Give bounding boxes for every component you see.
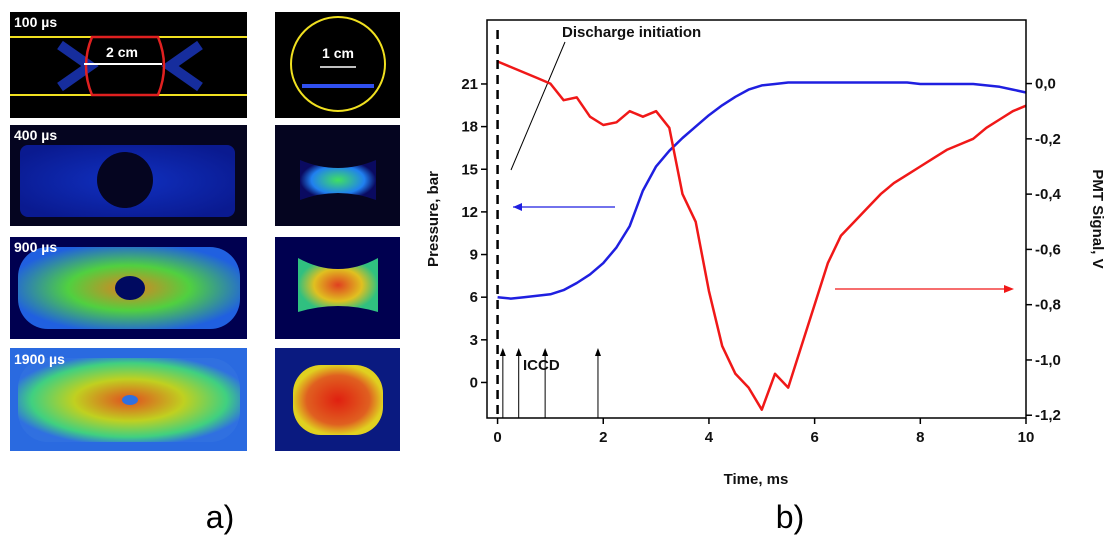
scale-label: 2 cm [106,44,138,60]
y2-tick-label: -0,6 [1035,241,1061,258]
image-label: 100 µs [14,14,57,30]
x-tick-label: 0 [493,429,501,446]
image-label: 1900 µs [14,351,65,367]
scale-label: 1 cm [322,45,354,61]
y2-tick-label: -0,8 [1035,297,1061,314]
y-tick-label: 18 [461,119,478,136]
image-label: 900 µs [14,239,57,255]
iccd-arrowhead [594,348,601,356]
annotation: ICCD [523,357,560,374]
y-tick-label: 21 [461,76,478,93]
plot-frame [486,19,1027,419]
y2-tick-label: -1,2 [1035,407,1061,424]
iccd-arrowhead [499,348,506,356]
iccd-image [275,12,400,118]
y-tick-label: 15 [461,161,478,178]
y2-tick-label: -1,0 [1035,352,1061,369]
x-tick-label: 2 [599,429,607,446]
y2-axis-label: PMT Signal, V [1089,169,1106,268]
image-label: 400 µs [14,127,57,143]
y2-tick-label: -0,2 [1035,131,1061,148]
y-tick-label: 6 [470,289,478,306]
y-tick-label: 12 [461,204,478,221]
x-tick-label: 10 [1018,429,1035,446]
iccd-arrowhead [515,348,522,356]
panel-a: 100 µs 2 cm 1 cm 400 µs 900 µs 1900 µs a… [10,12,400,535]
x-axis-label: Time, ms [724,471,789,488]
y2-tick-label: 0,0 [1035,76,1056,93]
y-tick-label: 3 [470,332,478,349]
panel-caption: b) [776,499,804,535]
y-tick-label: 0 [470,374,478,391]
panel-b: b) Time, ms Pressure, bar PMT Signal, V … [425,19,1106,535]
x-tick-label: 8 [916,429,924,446]
panel-caption: a) [206,499,234,535]
data-line [497,81,1027,300]
y-tick-label: 9 [470,247,478,264]
iccd-arrowhead [542,348,549,356]
x-tick-label: 6 [810,429,818,446]
x-tick-label: 4 [705,429,714,446]
y-axis-label: Pressure, bar [425,171,442,267]
y2-tick-label: -0,4 [1035,186,1062,203]
annotation: Discharge initiation [562,24,701,41]
data-line [497,60,1027,411]
